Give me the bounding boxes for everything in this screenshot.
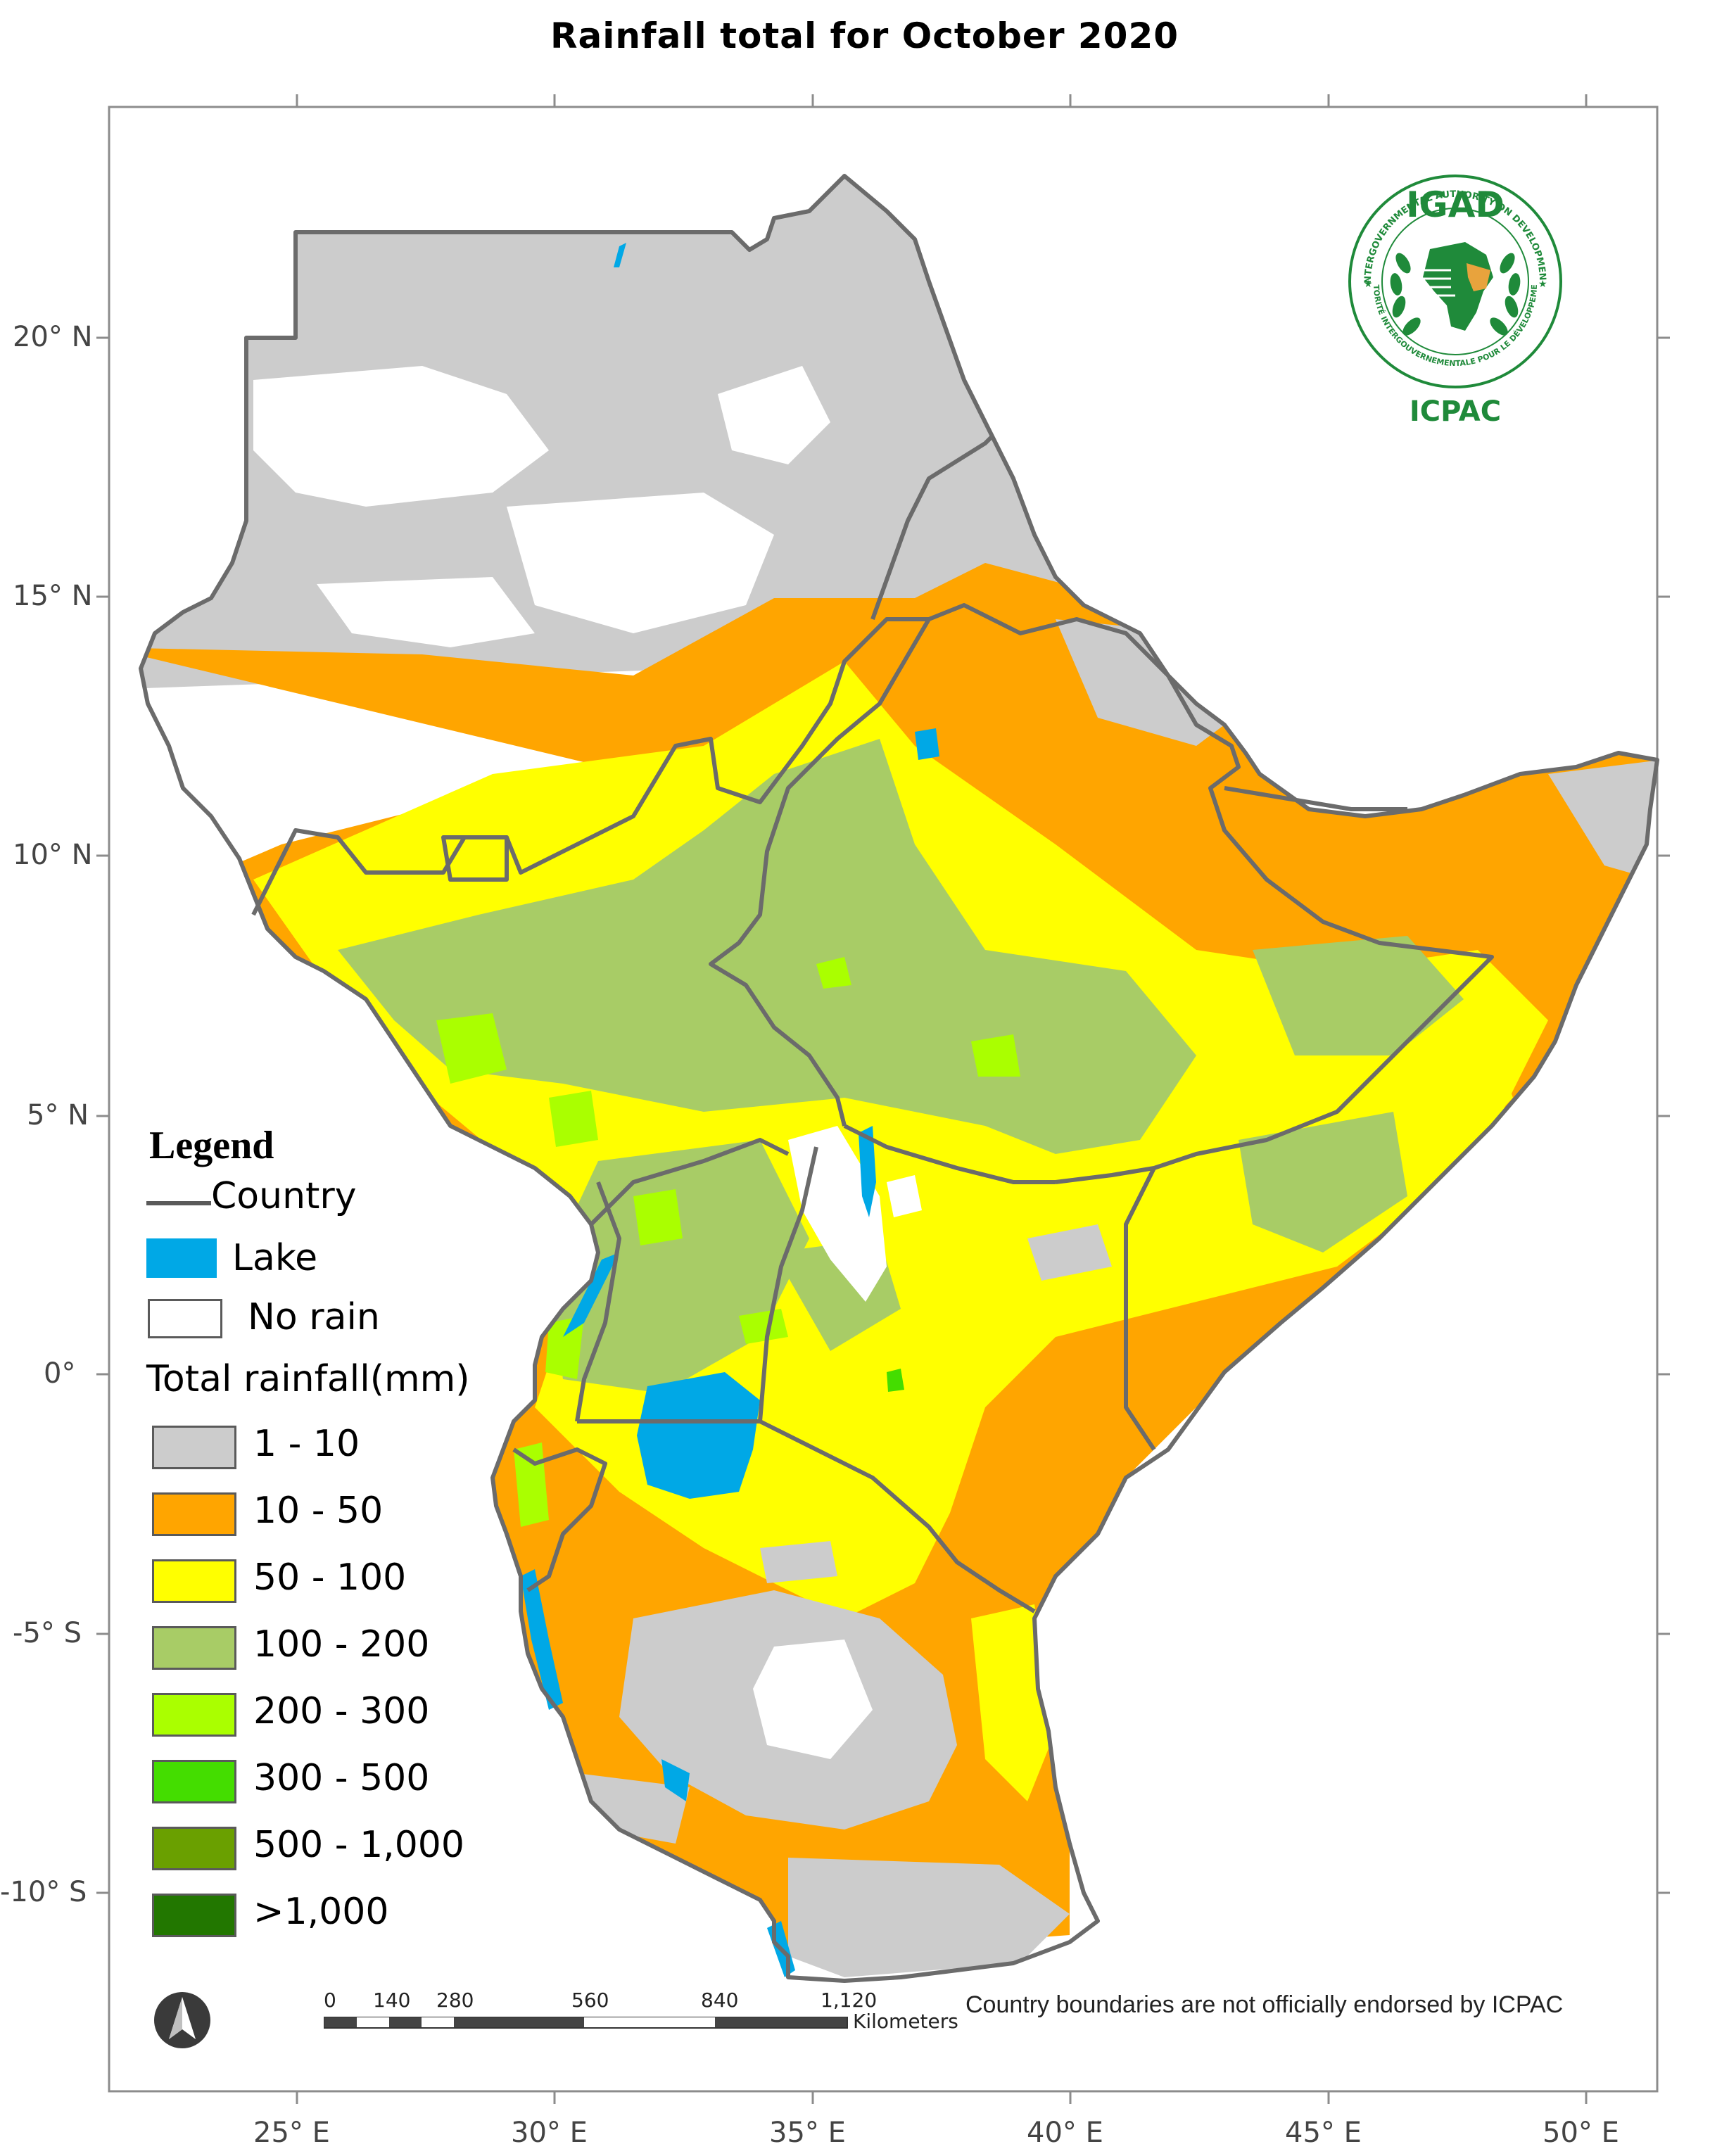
ethiopia-north-border: [927, 603, 1494, 1184]
x-ticks-bottom: [296, 2091, 1588, 2104]
somalia-kenya-border: [1124, 1167, 1156, 1451]
legend-no-rain-swatch: [148, 1299, 222, 1338]
x-label-40: 40° E: [1027, 2117, 1103, 2149]
legend-class-swatch: [152, 1894, 236, 1937]
kenya-uganda-border: [758, 1146, 818, 1422]
y-label-10n: 10° N: [13, 839, 93, 871]
y-ticks-right: [1657, 336, 1670, 1894]
x-label-35: 35° E: [769, 2117, 846, 2149]
legend-class-label: 100 - 200: [253, 1623, 430, 1666]
y-label-15n: 15° N: [13, 580, 93, 612]
igad-emblem-icon: INTERGOVERNMENTAL AUTHORITY ON DEVELOPME…: [1345, 172, 1562, 388]
y-label-0: 0°: [44, 1357, 76, 1390]
scale-label: 840: [701, 1989, 739, 2012]
x-label-25: 25° E: [253, 2117, 330, 2149]
north-arrow-icon: [154, 1992, 210, 2048]
y-label-5s: -5° S: [13, 1617, 82, 1649]
legend-class-swatch: [152, 1827, 236, 1870]
country-line-icon: [146, 1201, 211, 1205]
logo-icpac-text: ICPAC: [1409, 395, 1502, 428]
scale-label: 140: [373, 1989, 411, 2012]
x-label-50: 50° E: [1543, 2117, 1619, 2149]
svg-text:★: ★: [1538, 279, 1547, 290]
svg-text:★: ★: [1364, 279, 1373, 290]
legend-no-rain-label: No rain: [248, 1296, 380, 1338]
legend-class-label: 200 - 300: [253, 1690, 430, 1732]
scale-bar-graphic: [324, 2017, 848, 2029]
x-label-45: 45° E: [1285, 2117, 1362, 2149]
y-label-10s: -10° S: [0, 1876, 87, 1908]
legend-class-label: >1,000: [253, 1891, 389, 1933]
uganda-drc-border: [575, 1181, 621, 1422]
legend-class-label: 10 - 50: [253, 1490, 384, 1532]
legend-lake-label: Lake: [232, 1237, 318, 1279]
legend-class-label: 1 - 10: [253, 1423, 360, 1465]
legend-class-swatch: [152, 1626, 236, 1670]
country-boundaries: [139, 174, 1659, 1983]
map-title: Rainfall total for October 2020: [550, 15, 1179, 56]
sudan-south-border: [251, 617, 929, 916]
abyei-box: [441, 835, 509, 882]
lakes: [521, 243, 939, 1977]
legend-country-label: Country: [211, 1175, 357, 1217]
region-outline: [139, 174, 1659, 1983]
legend-class-swatch: [152, 1760, 236, 1803]
rwanda-burundi-border: [512, 1447, 607, 1592]
sudan-ethiopia-border: [709, 618, 931, 1127]
x-ticks-top: [296, 94, 1588, 107]
lake-latitude-border: [577, 1419, 1036, 1613]
legend-rainfall-title: Total rainfall(mm): [146, 1358, 470, 1400]
eritrea-sudan-border: [870, 434, 994, 621]
legend-lake-swatch: [146, 1238, 217, 1278]
y-ticks-left: [96, 336, 109, 1894]
map-frame: [108, 106, 1659, 2093]
legend-class-swatch: [152, 1693, 236, 1737]
y-label-20n: 20° N: [13, 321, 93, 353]
kenya-ethiopia-border: [843, 1124, 1056, 1184]
somaliland-border: [1224, 786, 1407, 811]
legend-class-swatch: [152, 1426, 236, 1469]
scale-label: 280: [436, 1989, 474, 2012]
legend-class-swatch: [152, 1559, 236, 1603]
legend-title: Legend: [149, 1124, 274, 1167]
legend-class-swatch: [152, 1492, 236, 1536]
legend-class-label: 300 - 500: [253, 1757, 430, 1799]
x-label-30: 30° E: [511, 2117, 588, 2149]
scale-label: 560: [571, 1989, 609, 2012]
scale-label: 1,120: [821, 1989, 878, 2012]
y-label-5n: 5° N: [27, 1099, 89, 1131]
legend-class-label: 50 - 100: [253, 1556, 407, 1599]
legend-class-label: 500 - 1,000: [253, 1824, 464, 1866]
credit-note: Country boundaries are not officially en…: [965, 1991, 1564, 2018]
south-sudan-uganda-border: [589, 1138, 790, 1226]
scale-label: 0: [324, 1989, 336, 2012]
scale-unit: Kilometers: [853, 2010, 958, 2033]
logo-igad-text: IGAD: [1406, 184, 1505, 225]
